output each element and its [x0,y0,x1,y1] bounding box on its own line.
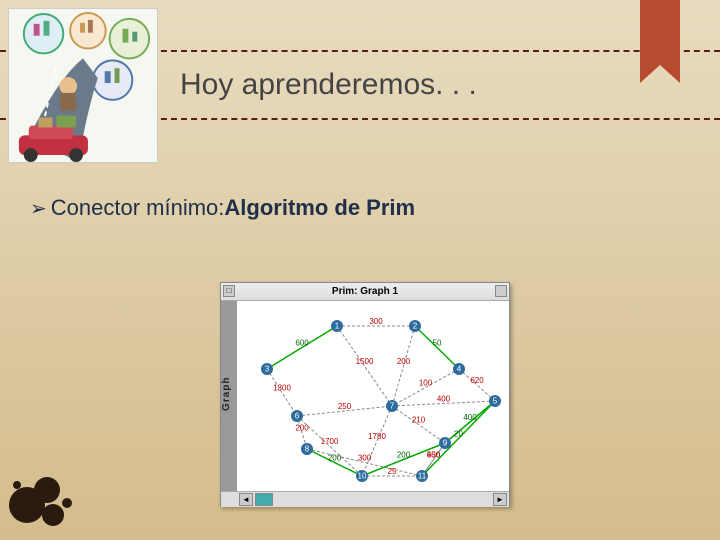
edge-weight-label: 100 [419,379,433,388]
window-close-button[interactable]: □ [223,285,235,297]
scroll-right-button[interactable]: ► [493,493,507,506]
graph-sidebar-label: Graph [221,301,237,491]
window-scrollbar: ◄ ► [221,491,509,507]
edge-weight-label: 25 [388,467,397,476]
graph-canvas-area: Graph 3006001500200501006204004001300250… [221,301,509,491]
edge-weight-label: 250 [338,402,352,411]
edge-weight-label: 200 [295,424,309,433]
window-title: Prim: Graph 1 [332,286,398,297]
edge-weight-label: 200 [397,357,411,366]
edge-weight-label: 620 [470,376,484,385]
scroll-thumb[interactable] [255,493,273,506]
edge-weight-label: 300 [369,317,383,326]
edge-weight-label: 1780 [368,432,386,441]
graph-edge [337,326,392,406]
graph-edge [459,369,495,401]
graph-node-label: 9 [443,439,448,448]
edge-weight-label: 20 [454,430,463,439]
graph-window: □ Prim: Graph 1 Graph 300 600 1500 200 50 100… [220,282,510,507]
edge-weight-label: 200 [397,451,411,460]
graph-edge [415,326,459,369]
ink-blot-decoration [5,455,95,535]
decorative-illustration [8,8,158,163]
edge-weight-label: 1500 [356,357,374,366]
scroll-left-button[interactable]: ◄ [239,493,253,506]
edge-weight-label: 400 [437,395,451,404]
graph-edge [422,401,495,476]
edge-weight-label: 1700 [321,437,339,446]
graph-node-label: 4 [457,365,462,374]
graph-node-label: 10 [358,472,367,481]
graph-node-label: 11 [418,472,427,481]
graph-node-label: 8 [305,445,310,454]
graph-svg: 3006001500200501006204004001300250210200… [237,301,511,491]
edge-weight-label: 210 [412,416,426,425]
edge-weight-label: 300 [358,454,372,463]
ribbon-bookmark [640,0,680,85]
bullet-text-plain: Conector mínimo: [51,195,225,221]
bullet-marker-icon: ➢ [30,196,47,221]
edge-weight-label: 50 [433,339,442,348]
graph-edge [445,401,495,443]
graph-edge [267,369,297,416]
graph-edge [267,326,337,369]
edge-weight-label: 200 [328,454,342,463]
graph-node-label: 2 [413,322,418,331]
graph-node-label: 5 [493,397,498,406]
graph-edge [392,326,415,406]
graph-node-label: 3 [265,365,270,374]
edge-weight-label: 1300 [273,384,291,393]
edge-weight-label: 600 [295,339,309,348]
page-title: Hoy aprenderemos. . . [180,68,477,102]
graph-node-label: 1 [335,322,340,331]
window-control-button[interactable] [495,285,507,297]
graph-node-label: 6 [295,412,300,421]
graph-edge [392,406,445,443]
window-titlebar: □ Prim: Graph 1 [221,283,509,301]
bullet-text-bold: Algoritmo de Prim [224,195,415,221]
graph-node-label: 7 [390,402,395,411]
bullet-item: ➢ Conector mínimo: Algoritmo de Prim [30,195,415,221]
